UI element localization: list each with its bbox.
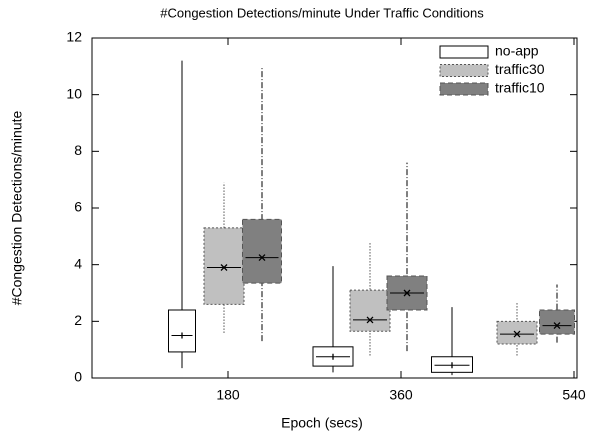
box xyxy=(168,309,196,353)
legend-swatch xyxy=(439,82,489,96)
x-tick-label: 540 xyxy=(562,387,586,403)
legend-swatch xyxy=(439,45,489,59)
legend-label: traffic30 xyxy=(495,61,545,77)
box xyxy=(539,309,575,335)
median-marker xyxy=(366,316,374,324)
median-marker xyxy=(220,264,228,271)
y-tick-label: 0 xyxy=(74,369,82,385)
median-marker xyxy=(258,254,266,262)
median-marker xyxy=(513,330,521,338)
box xyxy=(203,227,245,305)
y-tick-label: 10 xyxy=(66,85,82,101)
y-axis-label: #Congestion Detections/minute xyxy=(9,111,25,306)
median-marker xyxy=(553,322,561,330)
y-tick-label: 12 xyxy=(66,29,82,45)
box xyxy=(242,218,282,284)
x-axis-label: Epoch (secs) xyxy=(281,415,363,431)
median-marker xyxy=(403,289,411,297)
legend-label: no-app xyxy=(495,43,539,59)
y-tick-label: 6 xyxy=(74,199,82,215)
y-tick-label: 4 xyxy=(74,255,82,271)
legend-swatch xyxy=(439,64,489,77)
x-tick-label: 180 xyxy=(216,387,240,403)
box xyxy=(496,320,538,345)
chart-title: #Congestion Detections/minute Under Traf… xyxy=(160,5,484,20)
y-tick-label: 2 xyxy=(74,312,82,328)
y-tick-label: 8 xyxy=(74,142,82,158)
legend-label: traffic10 xyxy=(495,80,545,96)
x-tick-label: 360 xyxy=(389,387,413,403)
box xyxy=(349,289,391,332)
